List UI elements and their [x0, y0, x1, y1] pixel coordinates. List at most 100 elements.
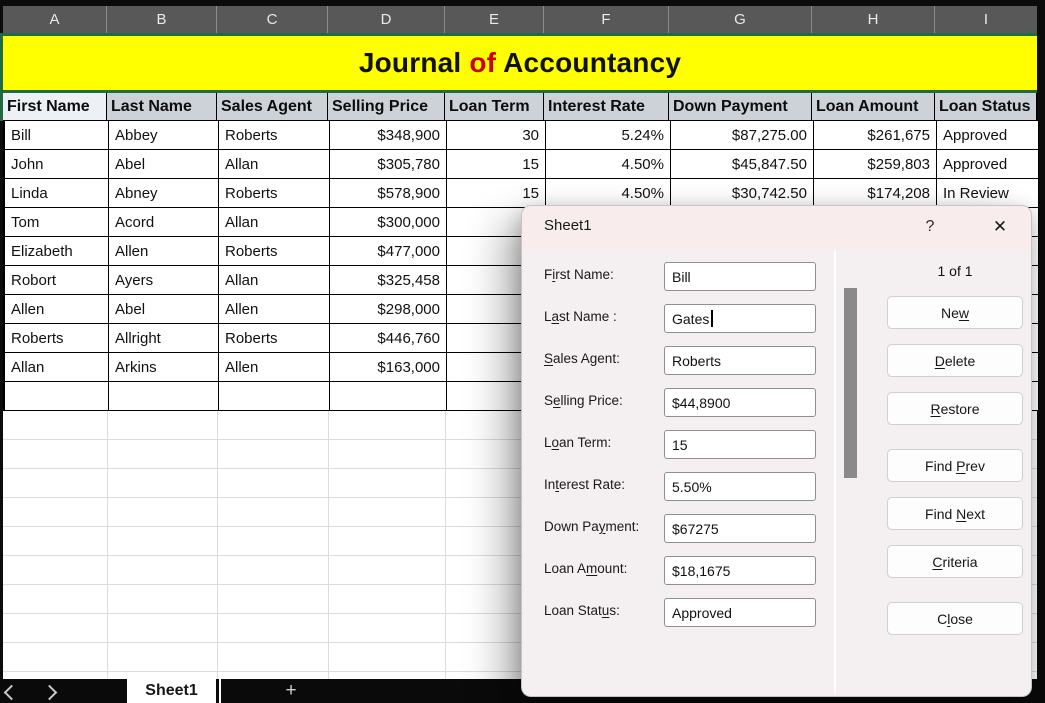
header-first-name[interactable]: First Name — [3, 93, 107, 121]
loan-term-field[interactable] — [664, 430, 816, 459]
cell[interactable]: Allan — [219, 150, 330, 179]
cell[interactable]: Roberts — [219, 237, 330, 266]
cell[interactable]: Allan — [5, 353, 109, 382]
column-header-e[interactable]: E — [445, 6, 544, 33]
column-header-d[interactable]: D — [328, 6, 445, 33]
interest-rate-field[interactable] — [664, 472, 816, 501]
loan-status-field[interactable] — [664, 598, 816, 627]
cell[interactable]: Roberts — [5, 324, 109, 353]
sheet-title-cell[interactable]: Journal of Accountancy — [3, 36, 1037, 90]
cell[interactable]: $87,275.00 — [671, 121, 814, 150]
header-sales-agent[interactable]: Sales Agent — [217, 93, 328, 121]
cell[interactable]: 30 — [447, 121, 546, 150]
cell[interactable]: Ayers — [109, 266, 219, 295]
cell[interactable]: $30,742.50 — [671, 179, 814, 208]
column-header-b[interactable]: B — [107, 6, 217, 33]
header-loan-term[interactable]: Loan Term — [445, 93, 544, 121]
cell[interactable]: Allen — [109, 237, 219, 266]
new-button[interactable]: Ne w — [887, 296, 1023, 329]
help-icon[interactable]: ? — [925, 218, 935, 235]
cell[interactable]: $477,000 — [330, 237, 447, 266]
cell[interactable]: $45,847.50 — [671, 150, 814, 179]
column-header-i[interactable]: I — [983, 11, 989, 28]
cell[interactable]: $446,760 — [330, 324, 447, 353]
cell[interactable]: Approved — [937, 150, 1039, 179]
cell[interactable]: In Review — [937, 179, 1039, 208]
cell[interactable]: 4.50% — [546, 150, 671, 179]
column-header-h[interactable]: H — [812, 6, 935, 33]
cell[interactable]: Bill — [5, 121, 109, 150]
cell[interactable]: $298,000 — [330, 295, 447, 324]
cell[interactable]: Allright — [109, 324, 219, 353]
header-down-payment[interactable]: Down Payment — [669, 93, 812, 121]
cell[interactable]: 15 — [447, 150, 546, 179]
down-payment-field[interactable] — [664, 514, 816, 543]
cell[interactable]: Roberts — [219, 121, 330, 150]
header-interest-rate[interactable]: Interest Rate — [544, 93, 669, 121]
cell[interactable]: Allan — [219, 208, 330, 237]
cell[interactable]: Roberts — [219, 324, 330, 353]
first-name-field[interactable] — [664, 262, 816, 291]
cell[interactable]: 4.50% — [546, 179, 671, 208]
chevron-right-icon[interactable] — [41, 684, 58, 701]
cell[interactable]: $259,803 — [814, 150, 937, 179]
cell[interactable]: 15 — [447, 179, 546, 208]
cell[interactable]: Abel — [109, 150, 219, 179]
cell[interactable]: Allan — [219, 266, 330, 295]
cell[interactable] — [219, 382, 330, 411]
close-icon[interactable]: ✕ — [992, 217, 1008, 236]
header-loan-amount[interactable]: Loan Amount — [812, 93, 935, 121]
header-selling-price[interactable]: Selling Price — [328, 93, 445, 121]
cell[interactable]: Abney — [109, 179, 219, 208]
cell[interactable]: Approved — [937, 121, 1039, 150]
cell[interactable]: $174,208 — [814, 179, 937, 208]
cell[interactable]: $348,900 — [330, 121, 447, 150]
cell[interactable]: John — [5, 150, 109, 179]
label-down-payment: Down Payment: — [544, 519, 640, 534]
last-name-field[interactable] — [664, 304, 816, 333]
selling-price-field[interactable] — [664, 388, 816, 417]
cell[interactable] — [330, 382, 447, 411]
sheet-tab-active[interactable]: Sheet1 — [127, 679, 216, 703]
gridline — [328, 411, 329, 679]
chevron-left-icon[interactable] — [3, 684, 20, 701]
column-header-f[interactable]: F — [544, 6, 669, 33]
cell[interactable]: Tom — [5, 208, 109, 237]
cell[interactable] — [5, 382, 109, 411]
loan-amount-field[interactable] — [664, 556, 816, 585]
cell[interactable]: Allen — [219, 353, 330, 382]
cell[interactable]: $163,000 — [330, 353, 447, 382]
cell[interactable]: Allen — [5, 295, 109, 324]
scrollbar-thumb[interactable] — [844, 288, 857, 478]
cell[interactable]: Elizabeth — [5, 237, 109, 266]
sales-agent-field[interactable] — [664, 346, 816, 375]
cell[interactable]: $578,900 — [330, 179, 447, 208]
cell[interactable]: Abel — [109, 295, 219, 324]
cell[interactable]: $325,458 — [330, 266, 447, 295]
cell[interactable]: $305,780 — [330, 150, 447, 179]
header-loan-status[interactable]: Loan Status — [935, 93, 1037, 121]
divider — [219, 679, 221, 703]
cell[interactable]: Arkins — [109, 353, 219, 382]
cell[interactable]: Roberts — [219, 179, 330, 208]
cell[interactable] — [109, 382, 219, 411]
column-header-c[interactable]: C — [217, 6, 328, 33]
column-header-g[interactable]: G — [669, 6, 812, 33]
cell[interactable]: Robort — [5, 266, 109, 295]
cell[interactable]: Acord — [109, 208, 219, 237]
cell[interactable]: $300,000 — [330, 208, 447, 237]
cell[interactable]: 5.24% — [546, 121, 671, 150]
cell[interactable]: Allen — [219, 295, 330, 324]
header-last-name[interactable]: Last Name — [107, 93, 217, 121]
cell[interactable]: $261,675 — [814, 121, 937, 150]
add-sheet-button[interactable]: + — [285, 680, 297, 701]
cell[interactable]: Linda — [5, 179, 109, 208]
column-header-a[interactable]: A — [3, 6, 107, 33]
cell[interactable]: Abbey — [109, 121, 219, 150]
